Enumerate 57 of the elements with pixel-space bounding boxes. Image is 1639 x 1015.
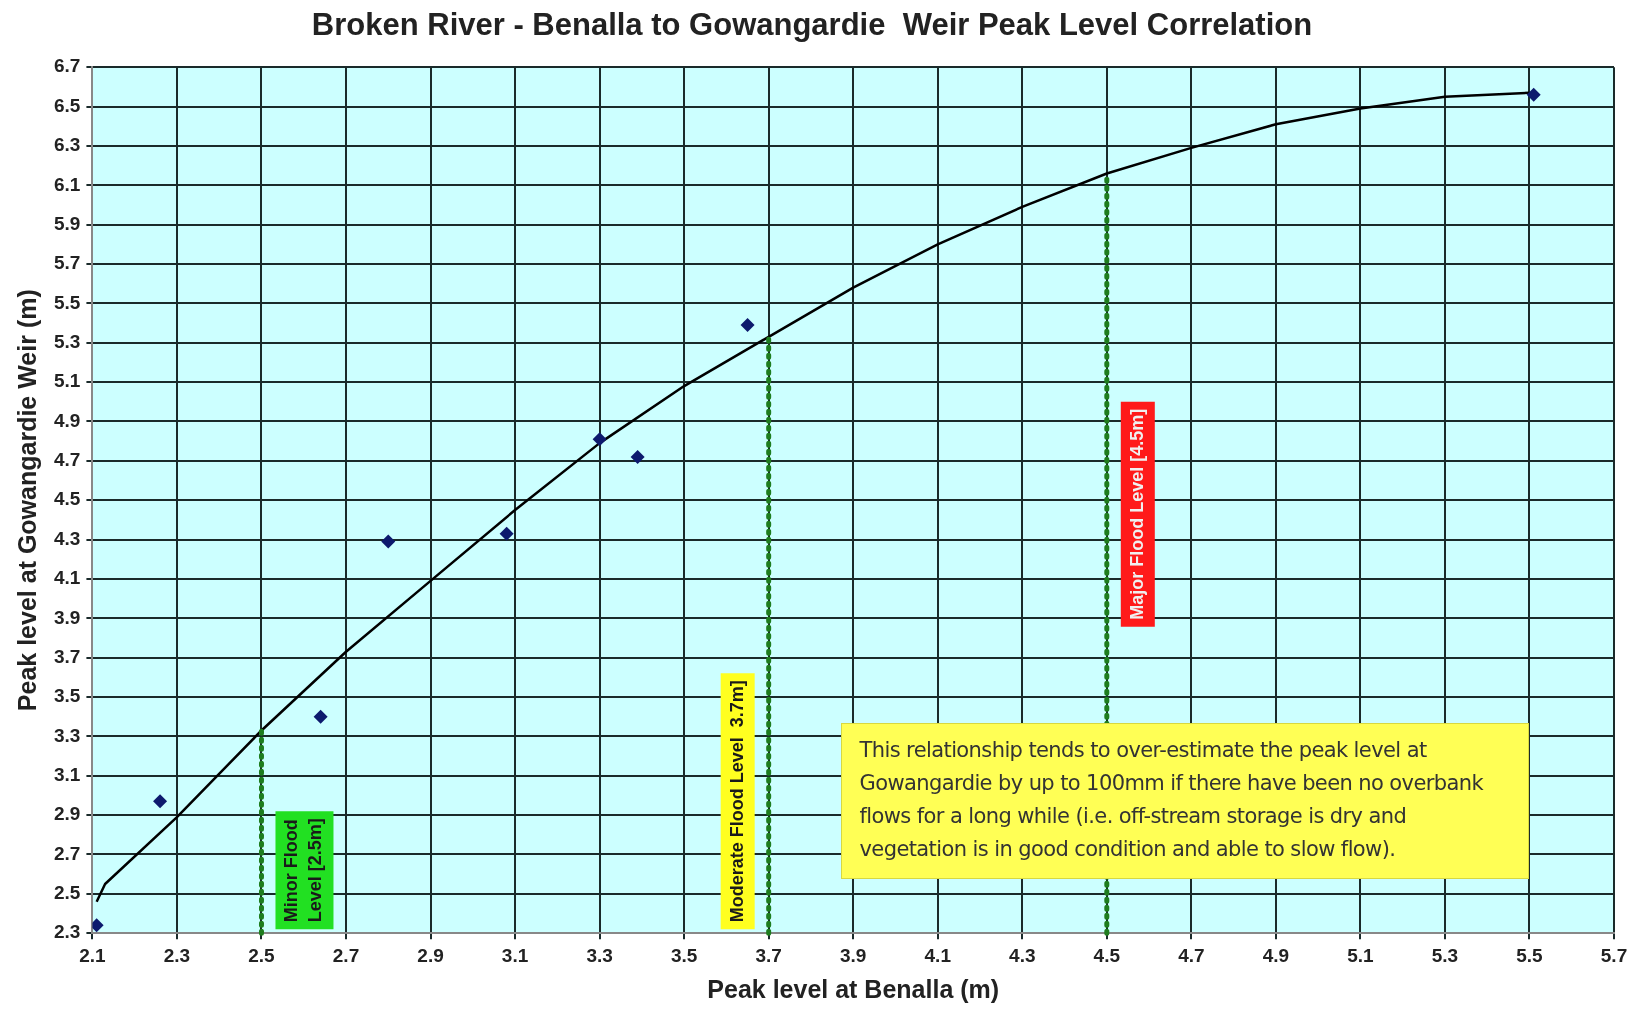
y-tick-label: 4.1 (53, 567, 81, 589)
x-tick-label: 5.1 (1347, 944, 1375, 966)
ref-line-label: Moderate Flood Level 3.7m] (726, 680, 747, 923)
y-tick-label: 5.9 (53, 212, 81, 234)
x-tick-label: 3.1 (501, 944, 529, 966)
y-tick-label: 6.1 (53, 173, 81, 195)
point (153, 794, 168, 809)
x-tick-label: 2.9 (417, 944, 444, 966)
y-tick-label: 3.3 (53, 724, 81, 746)
point (313, 709, 328, 724)
y-tick-label: 3.7 (53, 645, 81, 667)
y-tick-label: 6.7 (53, 55, 81, 77)
y-tick-label: 3.1 (53, 763, 81, 785)
y-tick-label: 6.3 (53, 134, 81, 156)
x-tick-label: 4.9 (1262, 944, 1290, 966)
x-tick-label: 2.7 (332, 944, 360, 966)
x-tick-label: 2.5 (248, 944, 276, 966)
y-tick-label: 5.5 (53, 291, 81, 313)
y-tick-label: 6.5 (53, 94, 81, 116)
ref-line-label: Minor Flood Level [2.5m] (281, 818, 326, 923)
y-tick-label: 4.5 (53, 488, 81, 510)
x-tick-label: 3.5 (670, 944, 698, 966)
point (499, 526, 514, 541)
x-tick-label: 3.9 (840, 944, 867, 966)
point (630, 449, 645, 464)
y-tick-label: 2.5 (53, 882, 81, 904)
x-tick-label: 4.3 (1009, 944, 1036, 966)
y-tick-label: 4.9 (53, 409, 81, 431)
x-tick-label: 4.5 (1093, 944, 1121, 966)
point (740, 318, 755, 333)
annotation: This relationship tends to over-estimate the peak level at Gowangardie by up to 100mm if there have been no overbank flows for a long while (i.e. off-stream storage is dry and vegetation is in good condition and able to slow flow). (840, 722, 1530, 879)
y-tick-label: 4.7 (53, 449, 81, 471)
x-tick-label: 2.3 (163, 944, 191, 966)
ref-line-label: Major Flood Level [4.5m] (1126, 408, 1147, 620)
x-tick-label: 4.1 (924, 944, 952, 966)
x-tick-label: 4.7 (1178, 944, 1205, 966)
x-tick-label: 5.5 (1516, 944, 1544, 966)
point (1526, 87, 1541, 102)
y-tick-label: 3.9 (53, 606, 81, 628)
x-axis-title: Peak level at Benalla (m) (707, 974, 1000, 1003)
y-tick-label: 2.7 (53, 842, 81, 864)
x-tick-label: 5.7 (1600, 944, 1628, 966)
y-axis-title: Peak level at Gowangardie Weir (m) (12, 289, 41, 712)
y-tick-label: 3.5 (53, 685, 81, 707)
y-tick-label: 5.3 (53, 330, 81, 352)
y-tick-label: 4.3 (53, 527, 81, 549)
y-tick-label: 2.3 (53, 921, 81, 943)
point (592, 432, 607, 447)
x-tick-label: 2.1 (79, 944, 107, 966)
y-tick-label: 5.1 (53, 370, 81, 392)
x-tick-label: 3.3 (586, 944, 613, 966)
y-tick-label: 5.7 (53, 252, 81, 274)
x-tick-label: 5.3 (1431, 944, 1459, 966)
y-tick-label: 2.9 (53, 803, 81, 825)
chart-title: Broken River - Benalla to Gowangardie Weir Peak Level Correlation (311, 7, 1313, 43)
x-tick-label: 3.7 (755, 944, 782, 966)
point (381, 534, 396, 549)
